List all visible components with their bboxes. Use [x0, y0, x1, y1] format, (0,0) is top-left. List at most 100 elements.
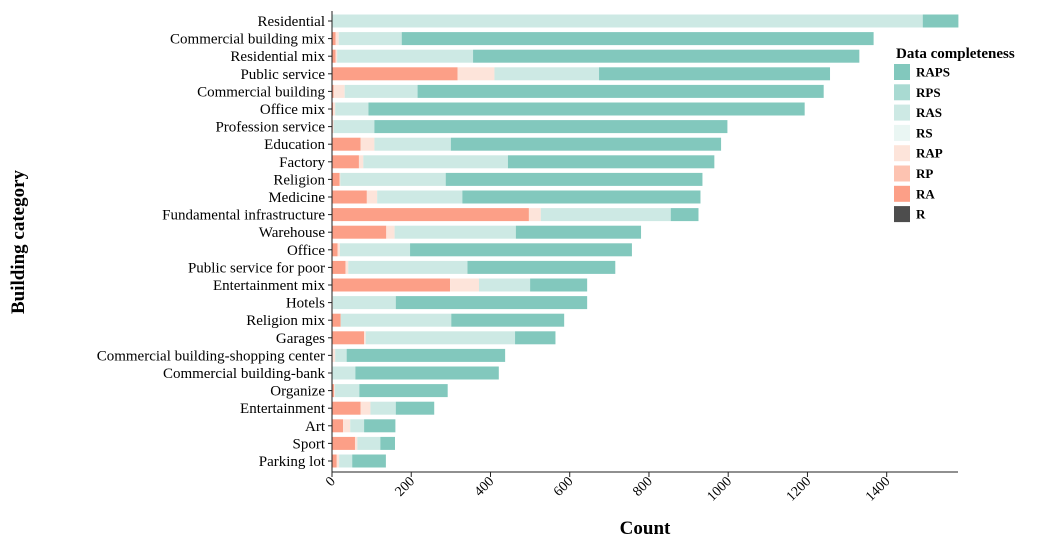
- bar-fundamental-infrastructure-ras: [541, 208, 671, 221]
- bar-art-raps: [364, 419, 395, 432]
- y-tick-label: Medicine: [268, 190, 325, 206]
- bar-entertainment-ras: [370, 402, 395, 415]
- bar-commercial-building-rap: [334, 85, 345, 98]
- y-tick-label: Parking lot: [259, 454, 326, 470]
- bar-entertainment-rap: [361, 402, 371, 415]
- legend-swatch-raps: [894, 64, 910, 80]
- bar-commercial-building-bank-raps: [355, 367, 498, 380]
- bar-residential-mix-ras: [337, 50, 473, 63]
- legend-label-rp: RP: [916, 166, 933, 181]
- bar-factory-raps: [508, 155, 714, 168]
- bar-warehouse-ras: [395, 226, 516, 239]
- bar-religion-mix-ra: [332, 314, 341, 327]
- y-tick-label: Commercial building-bank: [163, 366, 326, 382]
- y-tick-label: Commercial building: [197, 84, 325, 100]
- bar-garages-ras: [366, 331, 515, 344]
- bar-fundamental-infrastructure-rap: [529, 208, 541, 221]
- bar-public-service-for-poor-ras: [348, 261, 467, 274]
- bar-public-service-for-poor-raps: [468, 261, 616, 274]
- y-axis: Residential Commercial building mixReside…: [97, 11, 332, 472]
- legend-label-r: R: [916, 207, 926, 222]
- bar-public-service-for-poor-ra: [332, 261, 345, 274]
- y-tick-label: Entertainment: [240, 401, 326, 417]
- legend-label-rap: RAP: [916, 146, 943, 161]
- bar-residential-mix-rap: [336, 50, 338, 63]
- bar-medicine-rap: [367, 191, 377, 204]
- bar-factory-ra: [332, 155, 359, 168]
- bar-commercial-building-bank-ras: [332, 367, 355, 380]
- x-tick-label: 600: [551, 474, 576, 499]
- y-tick-label: Profession service: [215, 120, 325, 136]
- bar-residential-raps: [923, 15, 959, 28]
- bar-education-ra: [332, 138, 361, 151]
- bar-entertainment-mix-ra: [332, 279, 450, 292]
- bar-sport-raps: [380, 437, 395, 450]
- bar-commercial-building-shopping-center-raps: [347, 349, 505, 362]
- bar-religion-mix-ras: [341, 314, 452, 327]
- y-tick-label: Office mix: [260, 102, 326, 118]
- bar-commercial-building-shopping-center-rap: [332, 349, 335, 362]
- bar-office-ras: [340, 243, 410, 256]
- bar-warehouse-rap: [386, 226, 394, 239]
- bar-parking-lot-ras: [339, 455, 352, 468]
- bar-public-service-ras: [494, 67, 599, 80]
- bar-garages-raps: [515, 331, 555, 344]
- y-tick-label: Education: [264, 137, 325, 153]
- bar-commercial-building-mix-rap: [336, 32, 339, 45]
- bar-religion-rap: [340, 173, 341, 186]
- bar-entertainment-mix-rap: [450, 279, 479, 292]
- bar-religion-ra: [332, 173, 340, 186]
- bar-religion-mix-raps: [451, 314, 564, 327]
- bar-public-service-ra: [332, 67, 458, 80]
- bar-parking-lot-ra: [332, 455, 337, 468]
- x-tick-label: 1200: [784, 474, 814, 504]
- y-tick-label: Office: [287, 243, 325, 259]
- bar-commercial-building-mix-ras: [339, 32, 402, 45]
- y-tick-label: Public service for poor: [188, 260, 325, 276]
- bar-profession-service-raps: [374, 120, 727, 133]
- y-tick-label: Warehouse: [259, 225, 326, 241]
- y-tick-label: Residential mix: [230, 49, 325, 65]
- y-tick-label: Hotels: [286, 296, 325, 312]
- legend-swatch-ras: [894, 105, 910, 121]
- y-tick-label: Entertainment mix: [213, 278, 326, 294]
- bar-hotels-raps: [396, 296, 587, 309]
- bar-warehouse-raps: [516, 226, 641, 239]
- legend-swatch-rs: [894, 125, 910, 141]
- bars-layer: [332, 15, 958, 468]
- y-tick-label: Art: [305, 419, 326, 435]
- bar-organize-raps: [359, 384, 447, 397]
- x-tick-label: 800: [630, 474, 655, 499]
- bar-residential-ras: [332, 15, 923, 28]
- y-tick-label: Residential: [258, 14, 326, 30]
- y-tick-label: Commercial building mix: [170, 32, 325, 48]
- y-tick-label: Religion: [273, 172, 325, 188]
- y-tick-label: Commercial building-shopping center: [97, 348, 325, 364]
- bar-parking-lot-raps: [352, 455, 386, 468]
- bar-commercial-building-shopping-center-ras: [335, 349, 346, 362]
- x-tick-label: 200: [393, 474, 418, 499]
- bar-factory-rap: [359, 155, 363, 168]
- bar-entertainment-raps: [396, 402, 434, 415]
- bar-office-mix-raps: [368, 103, 804, 116]
- bar-fundamental-infrastructure-ra: [332, 208, 529, 221]
- bar-sport-rap: [355, 437, 357, 450]
- bar-religion-ras: [340, 173, 445, 186]
- y-tick-label: Sport: [292, 436, 325, 452]
- x-tick-label: 0: [323, 474, 339, 490]
- bar-art-ras: [350, 419, 364, 432]
- bar-commercial-building-raps: [418, 85, 824, 98]
- bar-public-service-raps: [599, 67, 830, 80]
- y-tick-label: Fundamental infrastructure: [162, 208, 325, 224]
- y-tick-label: Public service: [240, 67, 325, 83]
- legend-label-rps: RPS: [916, 85, 941, 100]
- bar-office-raps: [410, 243, 632, 256]
- bar-medicine-ras: [377, 191, 462, 204]
- legend-swatch-ra: [894, 186, 910, 202]
- bar-office-mix-ras: [335, 103, 368, 116]
- bar-organize-ras: [335, 384, 360, 397]
- bar-residential-mix-raps: [473, 50, 859, 63]
- bar-office-mix-rap: [333, 103, 335, 116]
